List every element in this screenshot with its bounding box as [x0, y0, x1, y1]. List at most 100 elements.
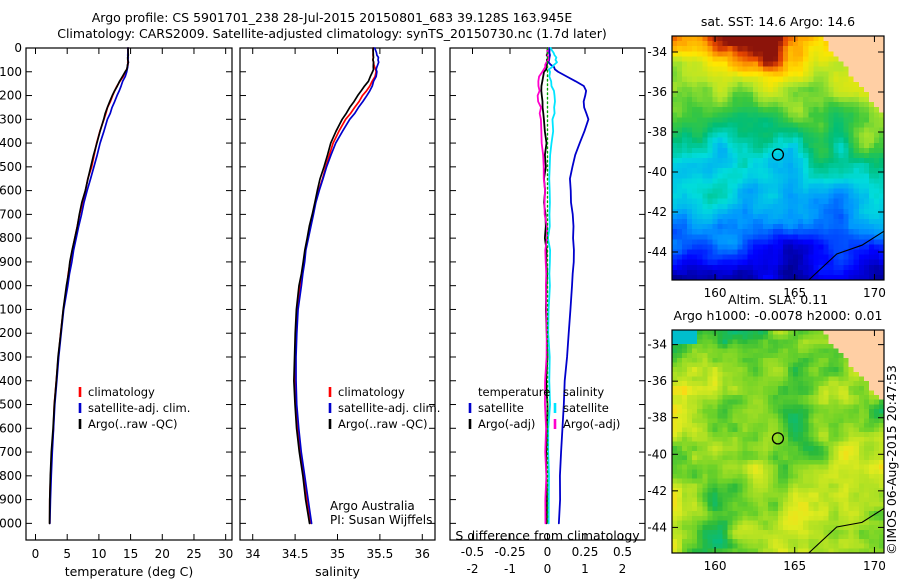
sla-map-header-1: Altim. SLA: 0.11: [728, 292, 828, 307]
lat-tick-label: -42: [647, 205, 667, 219]
sla-map-frame: [671, 329, 885, 554]
y-tick-label: 700: [0, 207, 22, 221]
legend-header-temperature: temperature: [478, 385, 550, 399]
y-tick-label: 1700: [0, 445, 22, 459]
x-tick-label: 30: [218, 547, 233, 561]
temperature-axis-label: temperature (deg C): [65, 564, 194, 579]
y-tick-label: 1400: [0, 374, 22, 388]
lat-tick-label: -44: [647, 520, 667, 534]
y-tick-label: 1800: [0, 469, 22, 483]
s-tick-label: -0.25: [494, 545, 525, 559]
sst-map-header: sat. SST: 14.6 Argo: 14.6: [701, 14, 855, 29]
lat-tick-label: -38: [647, 411, 667, 425]
y-tick-label: 1600: [0, 421, 22, 435]
x-tick-label: 25: [186, 547, 201, 561]
y-tick-label: 600: [0, 184, 22, 198]
salinity-axis-label: salinity: [315, 564, 360, 579]
y-tick-label: 100: [0, 65, 22, 79]
y-tick-label: 500: [0, 160, 22, 174]
x-tick-label: 10: [91, 547, 106, 561]
temperature-series-0: [48, 47, 129, 525]
temperature-difference-axis-label: T difference from climatology: [454, 578, 640, 580]
legend-label-dt-0: satellite: [478, 401, 524, 415]
lat-tick-label: -34: [647, 45, 667, 59]
title-line-2: Climatology: CARS2009. Satellite-adjuste…: [57, 26, 607, 41]
y-tick-label: 800: [0, 231, 22, 245]
difference-series-0: [547, 47, 590, 525]
s-tick-label: 0.25: [572, 545, 599, 559]
y-tick-label: 1500: [0, 398, 22, 412]
lat-tick-label: -40: [647, 447, 667, 461]
salinity-series-2: [293, 47, 375, 525]
legend-label-t-0: climatology: [88, 385, 155, 399]
y-tick-label: 0: [14, 41, 22, 55]
lon-tick-label: 170: [863, 559, 886, 573]
sla-map-header-2: Argo h1000: -0.0078 h2000: 0.01: [674, 308, 883, 323]
s-tick-label: 0.5: [613, 545, 632, 559]
lat-tick-label: -42: [647, 484, 667, 498]
y-tick-label: 1100: [0, 302, 22, 316]
lon-tick-label: 160: [704, 559, 727, 573]
x-tick-label: 0: [32, 547, 40, 561]
y-tick-label: 1300: [0, 350, 22, 364]
x-tick-label: 34: [245, 547, 260, 561]
lon-tick-label: 160: [704, 286, 727, 300]
temperature-series-1: [48, 47, 130, 525]
lat-tick-label: -34: [647, 338, 667, 352]
y-tick-label: 400: [0, 136, 22, 150]
legend-label-s-1: satellite-adj. clim.: [338, 401, 440, 415]
y-tick-label: 1900: [0, 493, 22, 507]
y-tick-label: 200: [0, 89, 22, 103]
lat-tick-label: -40: [647, 165, 667, 179]
y-tick-label: 2000: [0, 516, 22, 530]
lon-tick-label: 165: [783, 559, 806, 573]
x-tick-label: -2: [467, 562, 479, 576]
temperature-series-2: [48, 47, 130, 525]
x-tick-label: 35: [330, 547, 345, 561]
x-tick-label: 2: [619, 562, 627, 576]
salinity-panel-frame: [239, 47, 436, 541]
y-tick-label: 900: [0, 255, 22, 269]
copyright-label: ©IMOS 06-Aug-2015 20:47:53: [884, 365, 899, 555]
title-line-1: Argo profile: CS 5901701_238 28-Jul-2015…: [92, 10, 573, 25]
x-tick-label: 36: [415, 547, 430, 561]
difference-series-2: [547, 47, 558, 525]
legend-label-s-0: climatology: [338, 385, 405, 399]
salinity-series-1: [295, 47, 380, 525]
profile-location-marker: [771, 148, 785, 161]
salinity-difference-axis-label: S difference from climatology: [455, 528, 640, 543]
x-tick-label: -1: [504, 562, 516, 576]
lat-tick-label: -36: [647, 85, 667, 99]
x-tick-label: 1: [581, 562, 589, 576]
sst-map: [672, 36, 885, 281]
y-tick-label: 1200: [0, 326, 22, 340]
x-tick-label: 15: [123, 547, 138, 561]
lat-tick-label: -36: [647, 374, 667, 388]
x-tick-label: 35.5: [367, 547, 394, 561]
legend-label-ds-1: Argo(-adj): [563, 417, 620, 431]
lat-tick-label: -38: [647, 125, 667, 139]
argo-program-label: Argo Australia: [330, 499, 415, 513]
salinity-series-0: [293, 47, 377, 525]
s-tick-label: 0: [544, 545, 552, 559]
x-tick-label: 0: [544, 562, 552, 576]
sst-map-frame: [671, 35, 885, 281]
legend-label-t-2: Argo(..raw -QC): [88, 417, 178, 431]
sla-map: [672, 330, 885, 554]
x-tick-label: 20: [155, 547, 170, 561]
legend-header-salinity: salinity: [563, 385, 604, 399]
legend-label-ds-0: satellite: [563, 401, 609, 415]
x-tick-label: 34.5: [282, 547, 309, 561]
y-tick-label: 1000: [0, 279, 22, 293]
lat-tick-label: -44: [647, 245, 667, 259]
legend-label-t-1: satellite-adj. clim.: [88, 401, 190, 415]
temperature-panel-frame: [25, 47, 233, 541]
s-tick-label: -0.5: [461, 545, 484, 559]
difference-series-3: [536, 47, 550, 525]
legend-label-s-2: Argo(..raw -QC): [338, 417, 428, 431]
x-tick-label: 5: [63, 547, 71, 561]
lon-tick-label: 170: [863, 286, 886, 300]
profile-location-marker: [771, 432, 785, 445]
